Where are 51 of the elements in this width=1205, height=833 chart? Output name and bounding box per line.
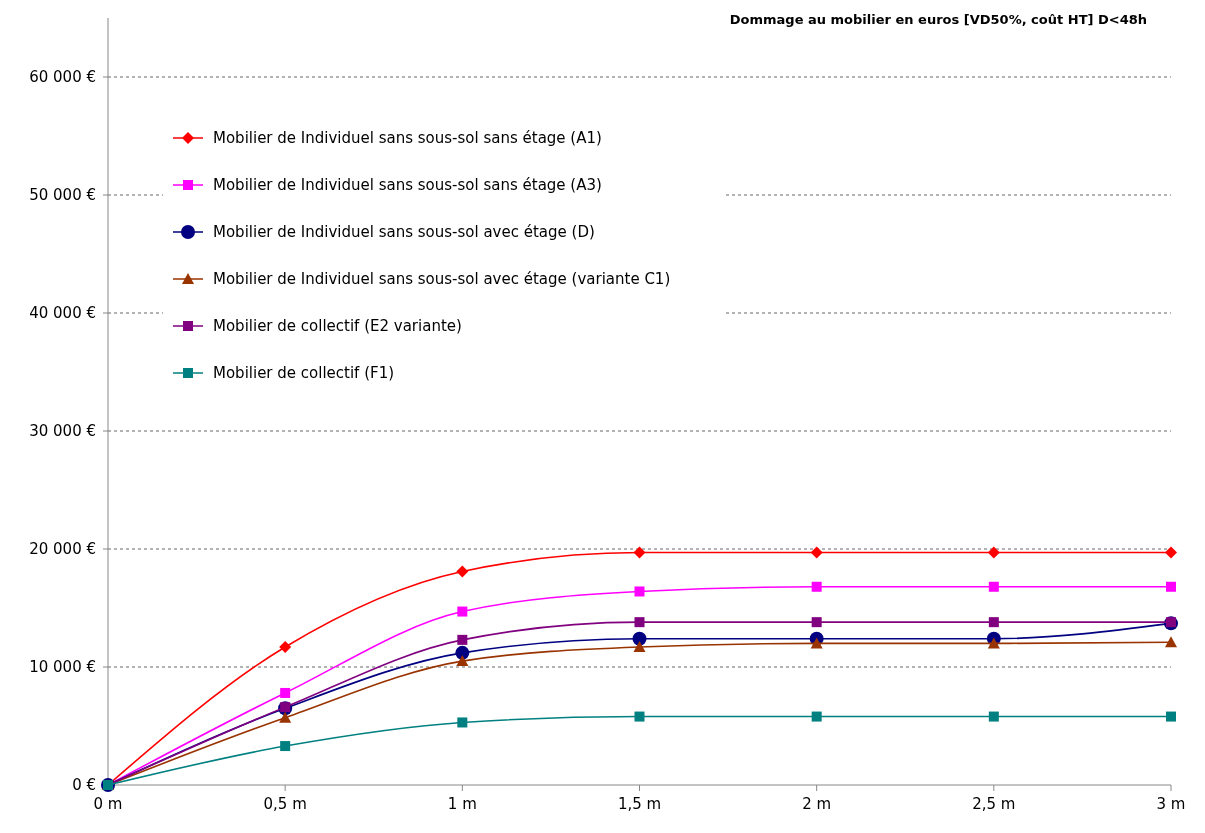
point bbox=[987, 637, 1000, 649]
point bbox=[457, 606, 468, 617]
point bbox=[988, 711, 999, 722]
x-tick-label: 1 m bbox=[447, 795, 477, 813]
legend-label: Mobilier de Individuel sans sous-sol sans étage (A3) bbox=[213, 176, 602, 195]
legend-label: Mobilier de Individuel sans sous-sol avec étage (variante C1) bbox=[213, 270, 671, 289]
point bbox=[279, 640, 292, 653]
point bbox=[456, 565, 469, 578]
point bbox=[455, 645, 470, 660]
point bbox=[634, 711, 645, 722]
legend-label: Mobilier de Individuel sans sous-sol sans étage (A1) bbox=[213, 129, 602, 148]
y-tick-label: 20 000 € bbox=[29, 540, 96, 559]
point bbox=[988, 581, 999, 592]
point bbox=[456, 655, 469, 667]
point bbox=[1165, 546, 1177, 559]
point bbox=[457, 717, 468, 728]
point bbox=[810, 546, 823, 559]
legend-label: Mobilier de Individuel sans sous-sol avec étage (D) bbox=[213, 223, 595, 242]
point bbox=[280, 687, 291, 698]
x-tick-label: 0,5 m bbox=[263, 795, 307, 813]
x-tick-label: 3 m bbox=[1156, 795, 1186, 813]
point bbox=[987, 546, 1000, 559]
legend-label: Mobilier de collectif (F1) bbox=[213, 364, 395, 383]
y-tick-label: 50 000 € bbox=[29, 186, 96, 205]
point bbox=[633, 640, 646, 652]
point bbox=[457, 634, 468, 645]
point bbox=[280, 741, 291, 752]
x-tick-label: 2,5 m bbox=[972, 795, 1016, 813]
point bbox=[634, 617, 645, 628]
y-tick-label: 30 000 € bbox=[29, 422, 96, 441]
point bbox=[811, 617, 822, 628]
y-tick-label: 60 000 € bbox=[29, 68, 96, 87]
y-tick-label: 40 000 € bbox=[29, 304, 96, 323]
point bbox=[634, 586, 645, 597]
chart-title: Dommage au mobilier en euros [VD50%, coût HT] D<48h bbox=[729, 12, 1147, 27]
x-tick-label: 1,5 m bbox=[617, 795, 662, 813]
point bbox=[811, 711, 822, 722]
point bbox=[811, 581, 822, 592]
point bbox=[279, 711, 292, 723]
point bbox=[810, 637, 823, 649]
y-tick-label: 0 € bbox=[72, 776, 96, 795]
x-tick-label: 0 m bbox=[93, 795, 123, 813]
y-tick-label: 10 000 € bbox=[29, 658, 96, 677]
point bbox=[633, 546, 646, 559]
point bbox=[1166, 711, 1176, 722]
x-tick-label: 2 m bbox=[802, 795, 832, 813]
point bbox=[1165, 636, 1177, 648]
legend-label: Mobilier de collectif (E2 variante) bbox=[213, 317, 462, 336]
point bbox=[632, 631, 647, 646]
point bbox=[1166, 581, 1176, 592]
point bbox=[988, 617, 999, 628]
